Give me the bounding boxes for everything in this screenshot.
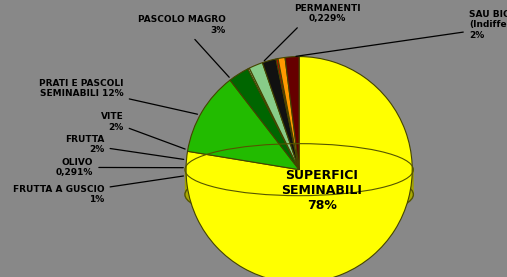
Ellipse shape xyxy=(185,160,413,212)
Text: PASCOLO MAGRO
3%: PASCOLO MAGRO 3% xyxy=(138,15,229,77)
Ellipse shape xyxy=(185,168,413,220)
Text: PIOPPETI E ALTRE
COLTIVAZIONI
ARBOREE E
PERMANENTI
0,229%: PIOPPETI E ALTRE COLTIVAZIONI ARBOREE E … xyxy=(264,0,372,61)
Ellipse shape xyxy=(185,154,413,206)
Ellipse shape xyxy=(185,163,413,215)
Text: PRATI E PASCOLI
SEMINABILI 12%: PRATI E PASCOLI SEMINABILI 12% xyxy=(40,78,198,114)
Ellipse shape xyxy=(185,145,413,196)
Ellipse shape xyxy=(185,148,413,200)
Ellipse shape xyxy=(185,163,413,216)
Text: SAU BIOLOGICA
(Indifferenziata)*
2%: SAU BIOLOGICA (Indifferenziata)* 2% xyxy=(296,10,507,56)
Wedge shape xyxy=(276,58,299,170)
Wedge shape xyxy=(230,69,299,170)
Ellipse shape xyxy=(185,159,413,211)
Ellipse shape xyxy=(185,156,413,208)
Ellipse shape xyxy=(185,168,413,220)
Ellipse shape xyxy=(185,167,413,219)
Ellipse shape xyxy=(185,157,413,209)
Wedge shape xyxy=(188,80,299,170)
Ellipse shape xyxy=(185,146,413,198)
Wedge shape xyxy=(186,57,412,277)
Ellipse shape xyxy=(185,157,413,209)
Text: SUPERFICI
SEMINABILI
78%: SUPERFICI SEMINABILI 78% xyxy=(281,168,362,212)
Wedge shape xyxy=(278,57,299,170)
Ellipse shape xyxy=(185,158,413,210)
Ellipse shape xyxy=(185,152,413,204)
Ellipse shape xyxy=(185,165,413,217)
Ellipse shape xyxy=(185,162,413,214)
Ellipse shape xyxy=(185,164,413,216)
Ellipse shape xyxy=(185,155,413,207)
Text: FRUTTA A GUSCIO
1%: FRUTTA A GUSCIO 1% xyxy=(13,176,184,204)
Text: OLIVO
0,291%: OLIVO 0,291% xyxy=(56,158,183,177)
Text: FRUTTA
2%: FRUTTA 2% xyxy=(65,135,184,159)
Ellipse shape xyxy=(185,166,413,218)
Ellipse shape xyxy=(185,149,413,201)
Wedge shape xyxy=(285,57,299,170)
Ellipse shape xyxy=(185,153,413,205)
Ellipse shape xyxy=(185,150,413,202)
Ellipse shape xyxy=(185,150,413,202)
Ellipse shape xyxy=(185,151,413,203)
Ellipse shape xyxy=(185,168,413,220)
Wedge shape xyxy=(249,63,299,170)
Ellipse shape xyxy=(185,145,413,198)
Text: VITE
2%: VITE 2% xyxy=(101,112,185,149)
Wedge shape xyxy=(248,68,299,170)
Ellipse shape xyxy=(185,147,413,199)
Ellipse shape xyxy=(185,161,413,213)
Wedge shape xyxy=(263,59,299,170)
Ellipse shape xyxy=(185,144,413,196)
